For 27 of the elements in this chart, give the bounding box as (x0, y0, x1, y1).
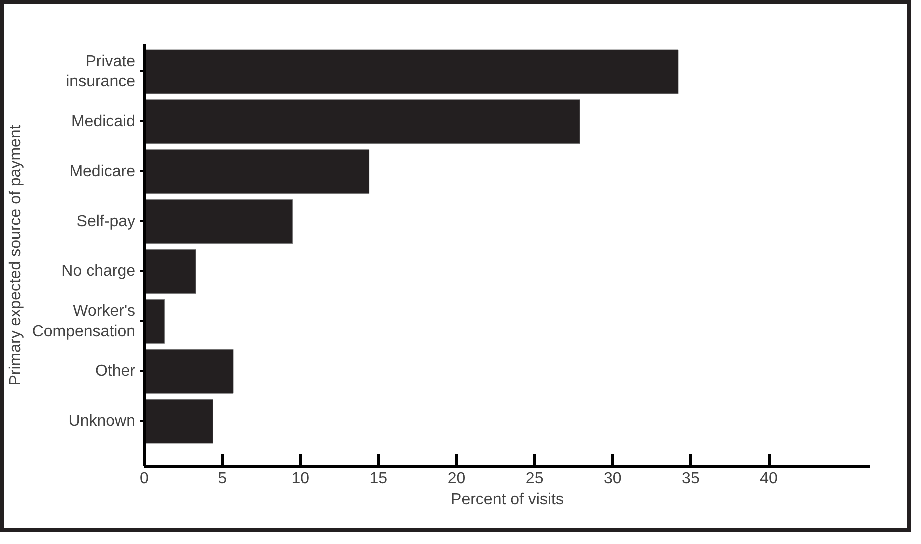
bar (144, 50, 679, 94)
x-tick-label: 5 (218, 470, 228, 488)
x-tick-label: 20 (448, 470, 466, 488)
y-tick-label: Other (95, 363, 136, 380)
bar (144, 100, 580, 144)
y-tick-label: No charge (62, 263, 136, 280)
x-tick-label: 0 (140, 470, 150, 488)
bar (144, 349, 234, 394)
y-axis-title: Primary expected source of payment (7, 124, 24, 386)
bar (144, 299, 166, 344)
y-tick-label: Self-pay (76, 213, 136, 230)
bar (144, 150, 370, 194)
x-tick-label: 25 (526, 470, 544, 488)
y-tick-label: Private insurance (66, 53, 136, 91)
y-tick-label: Medicaid (71, 113, 136, 130)
x-tick-label: 10 (292, 470, 310, 488)
x-tick-label: 40 (760, 470, 778, 488)
y-tick-label: Medicare (70, 163, 136, 180)
y-tick-label: Worker's Compensation (32, 302, 136, 340)
x-tick-label: 15 (370, 470, 388, 488)
x-tick-label: 30 (604, 470, 622, 488)
x-tick-label: 35 (682, 470, 700, 488)
bar (144, 250, 196, 294)
bar (144, 200, 294, 244)
bar (144, 399, 214, 444)
x-axis-title: Percent of visits (451, 492, 564, 508)
y-tick-label: Unknown (68, 413, 136, 430)
